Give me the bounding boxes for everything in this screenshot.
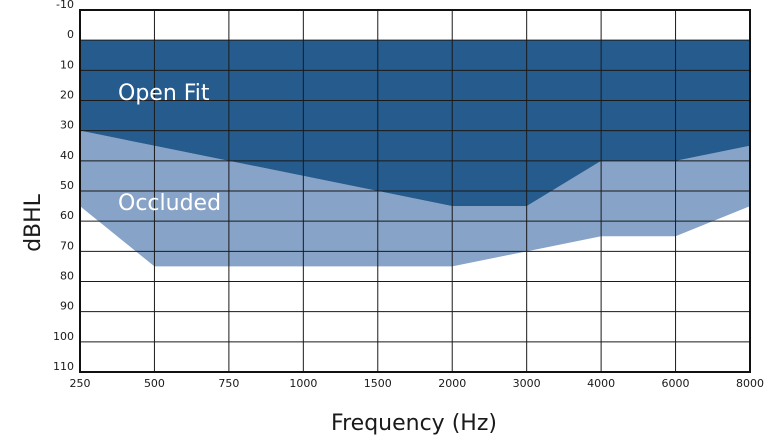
x-tick-label: 1000 [289,377,317,390]
y-tick-labels: -10 0 10 20 30 40 50 60 70 80 90 100 110 [53,0,74,373]
area-open-fit [80,40,750,207]
x-tick-labels: 250 500 750 1000 1500 2000 3000 4000 6000 8000 [70,377,765,390]
region-label-open-fit: Open Fit [118,81,210,106]
region-labels: Occluded Open Fit [118,81,221,216]
y-tick-label: 60 [60,209,74,222]
y-tick-label: 50 [60,179,74,192]
x-tick-label: 2000 [438,377,466,390]
x-tick-label: 500 [144,377,165,390]
x-tick-label: 1500 [364,377,392,390]
y-tick-label: 100 [53,330,74,343]
y-tick-label: -10 [56,0,74,11]
y-tick-label: 70 [60,239,74,252]
y-tick-label: 30 [60,119,74,132]
y-tick-label: 10 [60,58,74,71]
y-axis-label: dBHL [21,193,46,252]
x-tick-label: 4000 [587,377,615,390]
x-tick-label: 6000 [662,377,690,390]
x-tick-label: 750 [218,377,239,390]
x-tick-label: 8000 [736,377,764,390]
y-tick-label: 0 [67,28,74,41]
x-tick-label: 3000 [513,377,541,390]
y-tick-label: 90 [60,300,74,313]
x-tick-label: 250 [70,377,91,390]
y-tick-label: 20 [60,89,74,102]
y-tick-label: 80 [60,270,74,283]
x-axis-label: Frequency (Hz) [331,411,497,436]
area-occluded [80,130,750,267]
chart-areas [80,40,750,267]
y-tick-label: 110 [53,360,74,373]
chart-grid [79,9,751,373]
plot-frame [79,9,751,373]
region-label-occluded: Occluded [118,191,221,216]
y-tick-label: 40 [60,149,74,162]
